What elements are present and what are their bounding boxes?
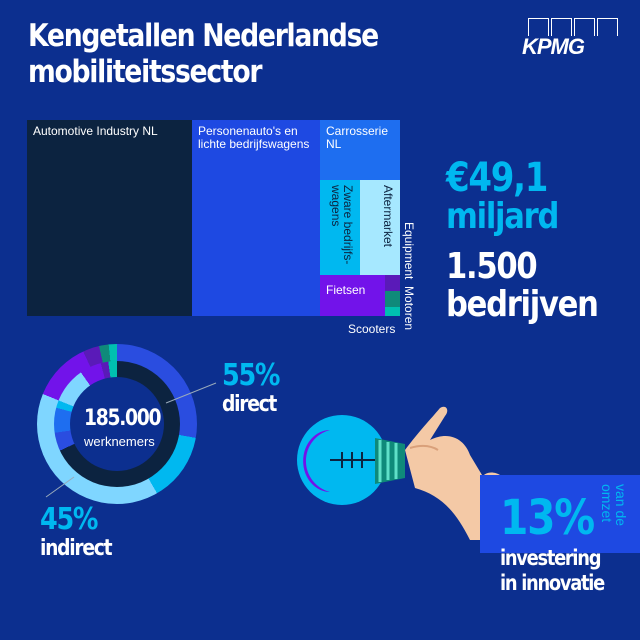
kpmg-logo: KPMG bbox=[522, 18, 618, 58]
revenue-unit: miljard bbox=[446, 196, 559, 237]
treemap-cell: Personenauto's en lichte bedrijfswagens bbox=[192, 120, 320, 316]
treemap-cell: Aftermarket bbox=[360, 180, 400, 275]
page-title: Kengetallen Nederlandse mobiliteitssecto… bbox=[28, 18, 379, 90]
innovation-line2: in innovatie bbox=[500, 571, 605, 595]
companies-value: 1.500 bbox=[446, 246, 538, 287]
label-scooters: Scooters bbox=[348, 322, 396, 336]
donut-hole bbox=[70, 377, 164, 471]
direct-pct: 55% bbox=[222, 358, 280, 393]
label-motoren: Motoren bbox=[402, 286, 416, 331]
employees-value: 185.000 bbox=[84, 406, 162, 431]
innovation-pct: 13% bbox=[500, 490, 595, 546]
treemap-cell: Carrosserie NL bbox=[320, 120, 400, 180]
treemap-cell: Automotive Industry NL bbox=[27, 120, 192, 316]
lightbulb-hand-illustration bbox=[297, 406, 500, 540]
treemap-cell-motoren bbox=[385, 291, 400, 307]
employees-label: werknemers bbox=[84, 434, 155, 449]
treemap-cell: Zware bedrijfs-wagens bbox=[320, 180, 360, 275]
treemap-cell-scooters bbox=[385, 307, 400, 316]
treemap-cell: Fietsen bbox=[320, 275, 385, 316]
companies-unit: bedrijven bbox=[446, 284, 599, 325]
indirect-pct: 45% bbox=[40, 502, 98, 537]
revenue-value: €49,1 bbox=[446, 155, 548, 201]
lightbulb-icon bbox=[297, 415, 405, 505]
innovation-panel bbox=[480, 475, 640, 553]
label-equipment: Equipment bbox=[402, 222, 416, 280]
innovation-side-label: van de omzet bbox=[599, 484, 629, 527]
innovation-line1: investering bbox=[500, 546, 601, 570]
indirect-label: indirect bbox=[40, 536, 113, 561]
direct-label: direct bbox=[222, 392, 277, 417]
treemap-cell-equipment bbox=[385, 275, 400, 291]
